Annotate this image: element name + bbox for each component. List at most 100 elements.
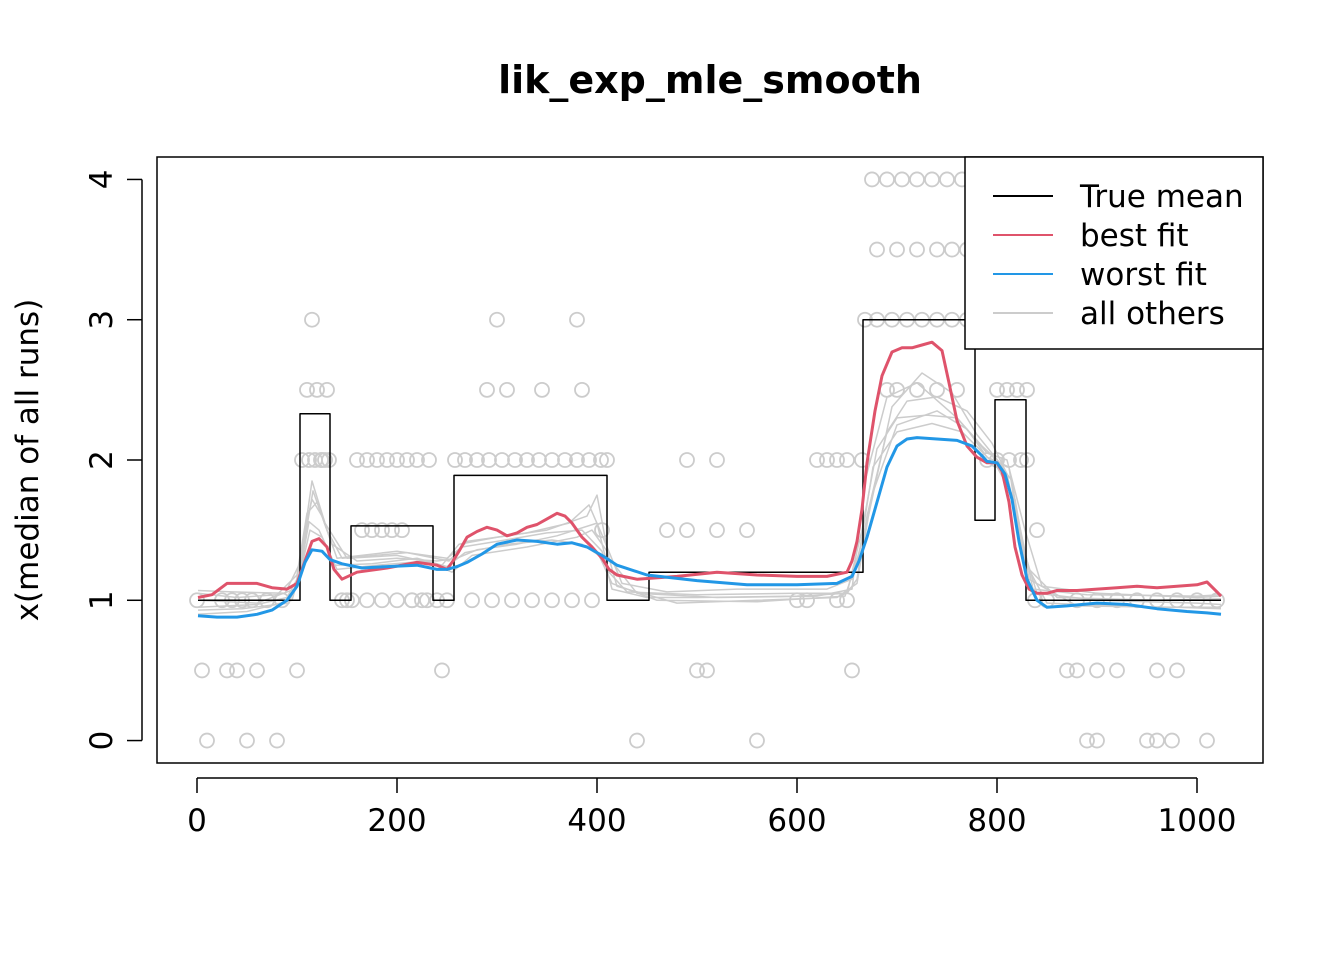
- data-point: [484, 592, 500, 609]
- data-point: [447, 452, 463, 468]
- data-point: [659, 522, 675, 539]
- data-point: [304, 311, 320, 328]
- data-point: [374, 592, 390, 609]
- data-point: [739, 522, 755, 539]
- data-point: [1164, 732, 1180, 749]
- x-tick-label: 600: [767, 803, 826, 839]
- data-point: [309, 381, 325, 398]
- data-point: [239, 732, 255, 749]
- data-point: [999, 381, 1015, 398]
- data-point: [854, 452, 870, 468]
- x-axis: 0 200 400 600 800 1000: [187, 777, 1236, 839]
- data-point: [199, 732, 215, 749]
- data-point: [944, 241, 960, 258]
- x-tick-label: 400: [567, 803, 626, 839]
- data-point: [294, 452, 310, 468]
- data-point: [1013, 452, 1029, 468]
- data-point: [924, 171, 940, 188]
- data-point: [544, 592, 560, 609]
- data-point: [301, 452, 317, 468]
- data-point: [1149, 662, 1165, 679]
- data-point: [349, 452, 365, 468]
- data-point: [749, 732, 765, 749]
- data-point: [1169, 662, 1185, 679]
- data-point: [389, 452, 405, 468]
- data-point: [354, 522, 370, 539]
- series-line-best-fit: [197, 340, 1223, 599]
- data-point: [489, 311, 505, 328]
- data-point: [507, 452, 523, 468]
- data-point: [359, 452, 375, 468]
- data-point: [689, 662, 705, 679]
- plot-frame: [156, 156, 1264, 764]
- data-point: [313, 452, 329, 468]
- data-point: [317, 452, 333, 468]
- data-point: [989, 381, 1005, 398]
- data-point: [1079, 732, 1095, 749]
- x-tick-label: 800: [967, 803, 1026, 839]
- data-point: [1009, 381, 1025, 398]
- data-point: [1029, 522, 1045, 539]
- data-point: [869, 241, 885, 258]
- data-point: [557, 452, 573, 468]
- series-line-all-others: [197, 410, 1221, 616]
- data-point: [289, 662, 305, 679]
- data-point: [581, 452, 597, 468]
- data-point: [194, 662, 210, 679]
- data-point: [679, 522, 695, 539]
- data-point: [1069, 662, 1085, 679]
- y-tick-label: 1: [84, 590, 120, 610]
- data-point: [939, 171, 955, 188]
- y-tick-label: 0: [84, 731, 120, 751]
- data-point: [1019, 452, 1035, 468]
- data-point: [519, 452, 535, 468]
- data-point: [879, 171, 895, 188]
- data-point: [894, 171, 910, 188]
- series-line-worst-fit: [197, 436, 1222, 619]
- legend-label: True mean: [1079, 179, 1244, 215]
- data-point: [829, 452, 845, 468]
- data-point: [469, 452, 485, 468]
- data-point: [364, 522, 380, 539]
- data-point: [564, 592, 580, 609]
- data-point: [1089, 732, 1105, 749]
- chart-title: lik_exp_mle_smooth: [498, 58, 922, 102]
- data-point: [434, 662, 450, 679]
- data-point: [1059, 662, 1075, 679]
- data-point: [534, 381, 550, 398]
- data-point: [409, 452, 425, 468]
- data-point: [1149, 732, 1165, 749]
- data-point: [1089, 662, 1105, 679]
- data-point: [321, 452, 337, 468]
- data-point: [404, 592, 420, 609]
- data-point: [299, 381, 315, 398]
- data-point: [359, 592, 375, 609]
- data-point: [249, 662, 265, 679]
- data-point: [1109, 662, 1125, 679]
- data-point: [479, 381, 495, 398]
- data-point: [889, 381, 905, 398]
- legend-label: all others: [1080, 296, 1225, 332]
- y-axis: 0 1 2 3 4: [84, 170, 143, 751]
- data-point: [679, 452, 695, 468]
- data-point: [379, 452, 395, 468]
- data-point: [829, 592, 845, 609]
- data-point: [699, 662, 715, 679]
- data-point: [464, 592, 480, 609]
- y-tick-label: 3: [84, 310, 120, 330]
- x-tick-label: 0: [187, 803, 207, 839]
- data-point: [909, 241, 925, 258]
- data-point: [864, 171, 880, 188]
- data-point: [494, 452, 510, 468]
- data-point: [709, 522, 725, 539]
- data-point: [524, 592, 540, 609]
- y-tick-label: 4: [84, 170, 120, 190]
- data-point: [593, 452, 609, 468]
- y-tick-label: 2: [84, 450, 120, 470]
- data-point: [709, 452, 725, 468]
- data-point: [399, 452, 415, 468]
- data-point: [394, 522, 410, 539]
- data-point: [1139, 732, 1155, 749]
- data-point: [599, 452, 615, 468]
